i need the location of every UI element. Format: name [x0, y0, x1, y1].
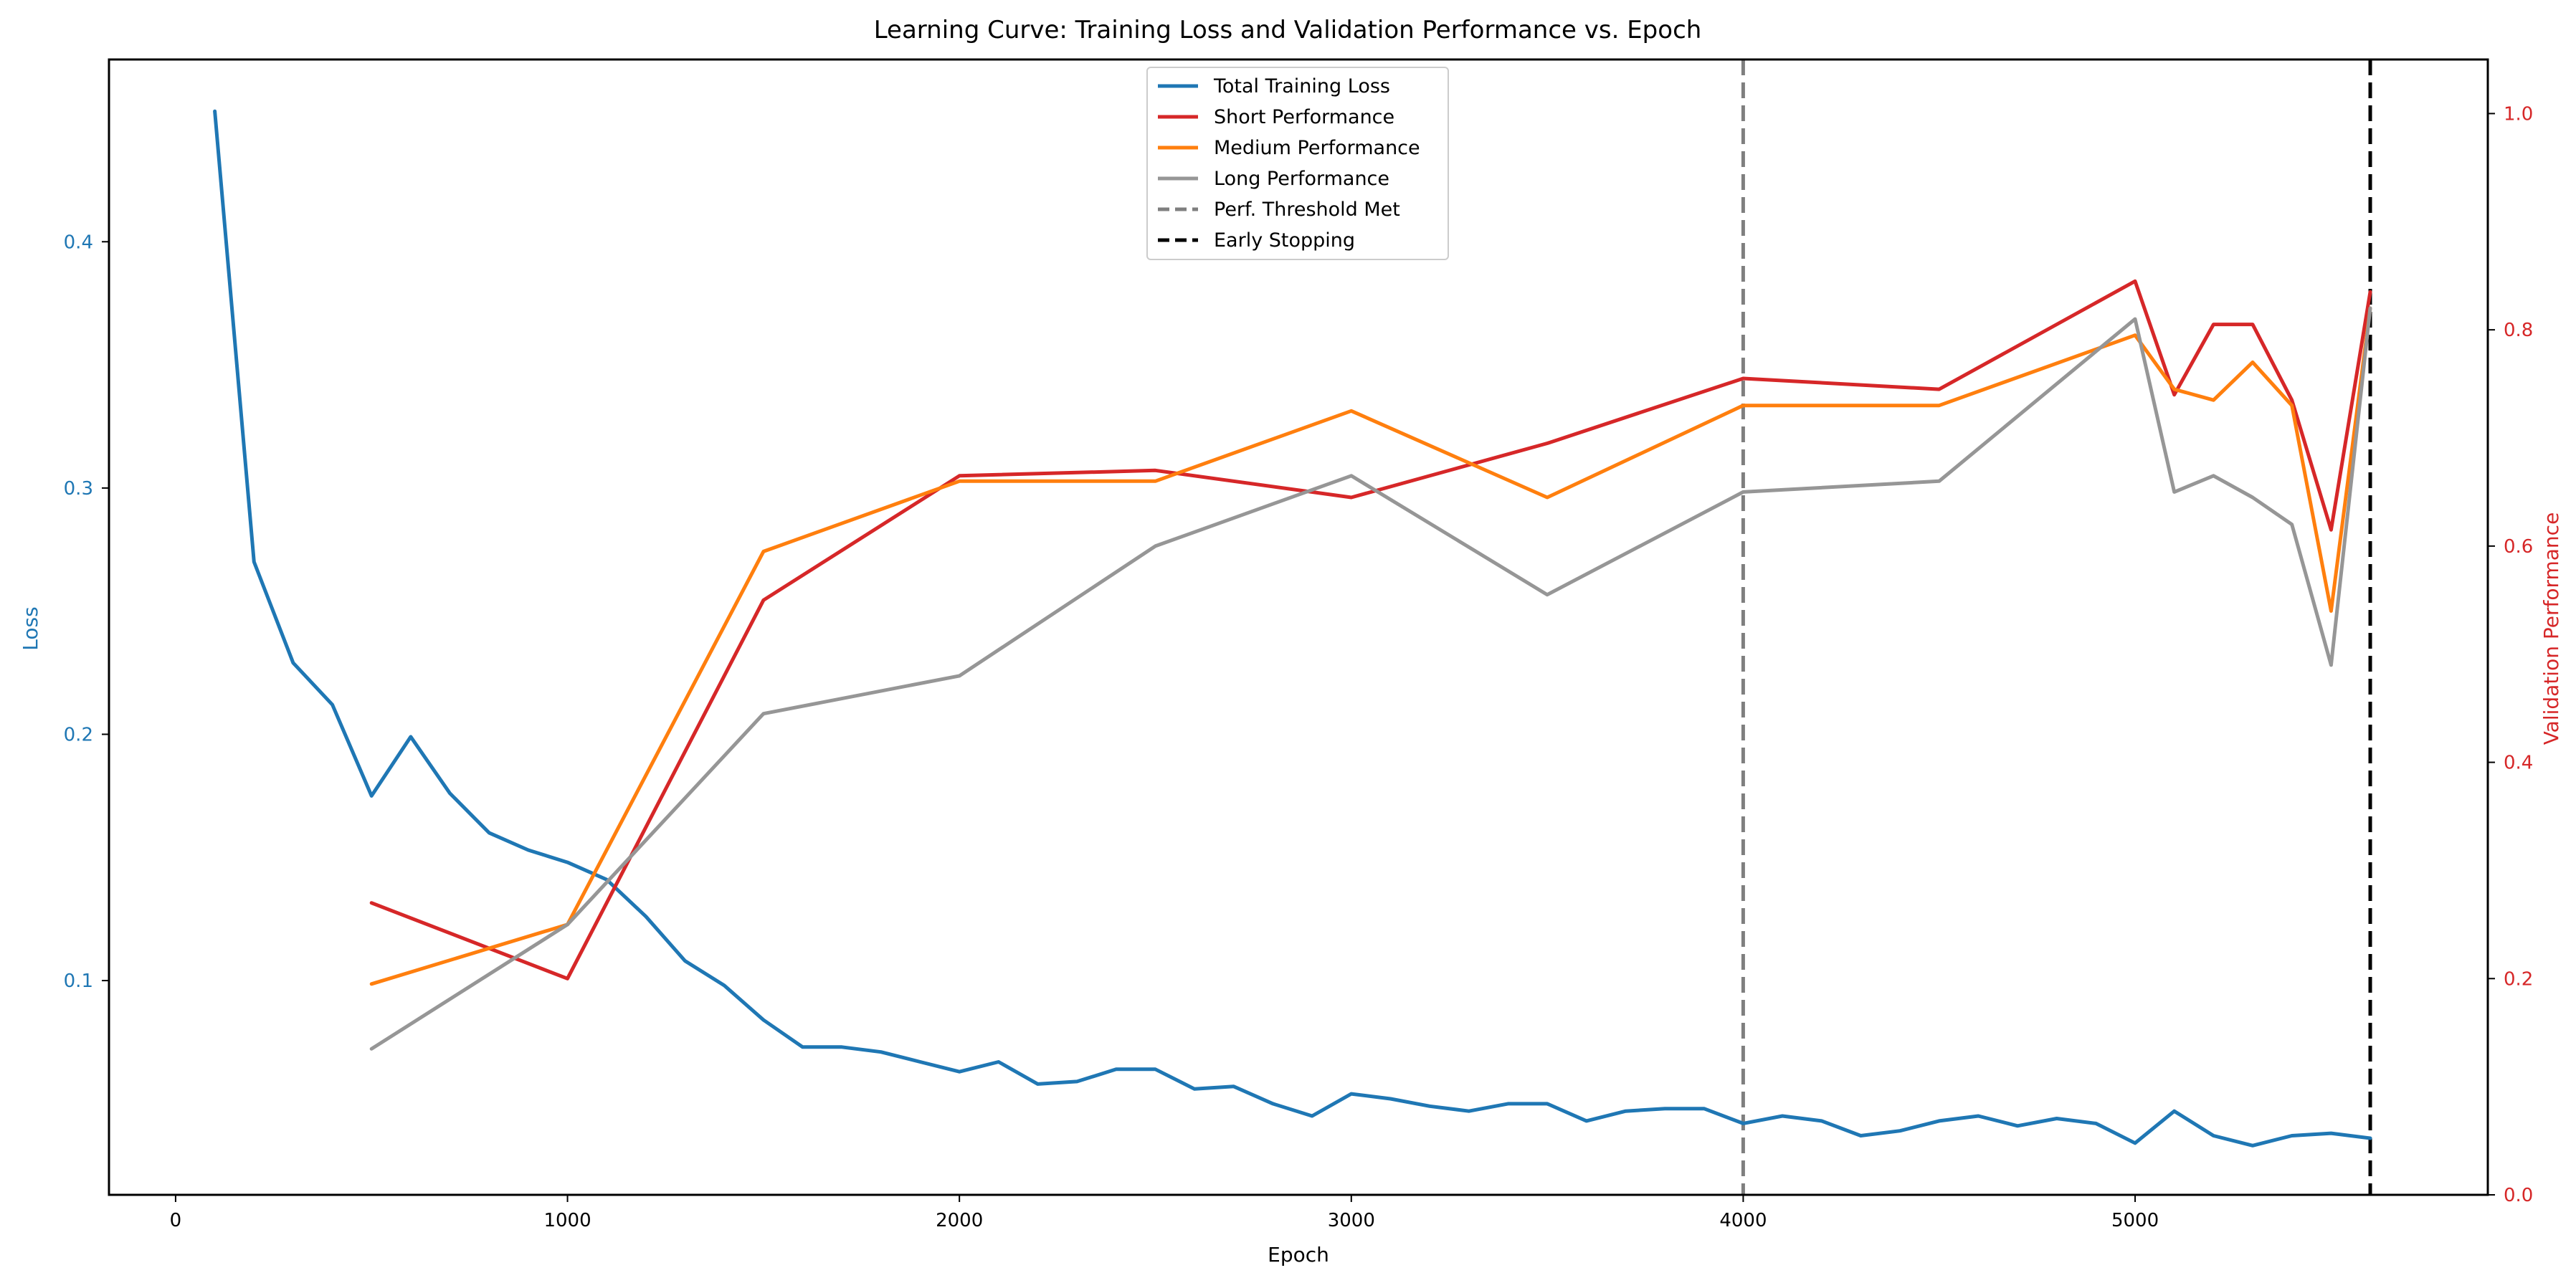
right-y-tick-label: 1.0	[2504, 103, 2533, 125]
right-y-axis-ticks: 0.0 0.2 0.4 0.6 0.8 1.0	[2488, 103, 2533, 1206]
left-y-axis-label: Loss	[19, 606, 42, 650]
x-axis-label: Epoch	[1268, 1243, 1329, 1267]
series-line-short-performance	[369, 279, 2372, 981]
x-tick-label: 0	[170, 1210, 182, 1231]
legend-label-long-performance: Long Performance	[1214, 168, 1389, 190]
right-y-tick-label: 0.8	[2504, 320, 2533, 341]
left-y-tick-label: 0.3	[64, 478, 93, 500]
legend-label-early-stopping: Early Stopping	[1214, 229, 1355, 252]
left-y-tick-label: 0.1	[64, 970, 93, 992]
x-tick-label: 1000	[543, 1210, 591, 1231]
reference-lines	[1741, 59, 2372, 1195]
plot-frame	[108, 58, 2489, 1196]
x-tick-label: 4000	[1719, 1210, 1767, 1231]
legend-label-medium-performance: Medium Performance	[1214, 137, 1420, 159]
right-y-tick-label: 0.4	[2504, 753, 2533, 774]
x-tick-label: 5000	[2111, 1210, 2159, 1231]
right-y-tick-label: 0.2	[2504, 968, 2533, 990]
legend-label-total-training-loss: Total Training Loss	[1213, 75, 1390, 97]
data-series	[213, 109, 2372, 1148]
series-line-medium-performance	[369, 306, 2372, 986]
x-tick-label: 3000	[1328, 1210, 1375, 1231]
x-axis-ticks: 0 1000 2000 3000 4000 5000	[170, 1195, 2159, 1231]
right-y-tick-label: 0.0	[2504, 1185, 2533, 1206]
legend-label-short-performance: Short Performance	[1214, 106, 1394, 128]
left-y-tick-label: 0.2	[64, 724, 93, 745]
series-line-long-performance	[369, 306, 2372, 1051]
left-y-tick-label: 0.4	[64, 232, 93, 253]
series-line-total-training-loss	[213, 109, 2372, 1148]
left-y-axis-ticks: 0.1 0.2 0.3 0.4	[64, 232, 109, 992]
chart-title: Learning Curve: Training Loss and Valida…	[874, 16, 1702, 44]
right-y-tick-label: 0.6	[2504, 536, 2533, 558]
x-tick-label: 2000	[936, 1210, 983, 1231]
legend-label-perf-threshold-met: Perf. Threshold Met	[1214, 199, 1400, 221]
legend: Total Training Loss Short Performance Medi…	[1146, 67, 1449, 260]
legend-box	[1146, 67, 1449, 260]
right-y-axis-label: Validation Performance	[2539, 512, 2563, 745]
